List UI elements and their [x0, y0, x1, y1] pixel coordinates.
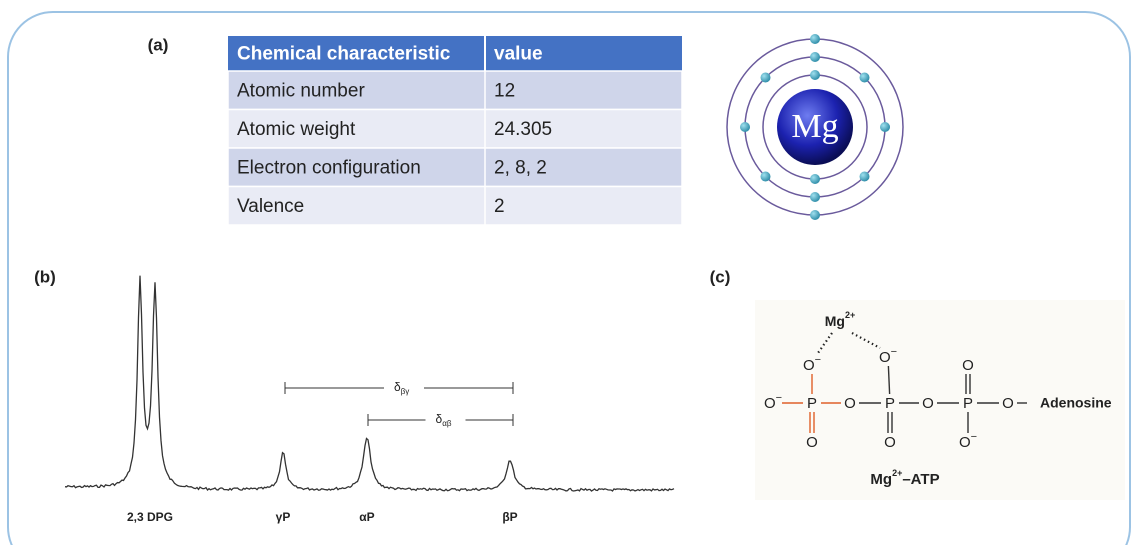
- group-label: Adenosine: [1040, 395, 1112, 411]
- element: P: [885, 395, 895, 412]
- element: O: [803, 357, 815, 374]
- table: Chemical characteristic value Atomic numbe…: [228, 36, 682, 225]
- electron: [810, 210, 820, 220]
- coupling-subscript: βγ: [401, 387, 410, 396]
- element: P: [963, 395, 973, 412]
- table-cell: Electron configuration: [237, 157, 421, 178]
- atom-label: O: [922, 395, 934, 412]
- panel-label: (b): [34, 267, 56, 286]
- table-cell: Atomic number: [237, 80, 365, 101]
- atom-label: O: [844, 395, 856, 412]
- electron: [859, 171, 869, 181]
- element: O: [922, 395, 934, 412]
- electron: [810, 70, 820, 80]
- peak-label: βP: [502, 510, 517, 524]
- ion-symbol: Mg: [825, 313, 845, 329]
- atom-label: O: [1002, 395, 1014, 412]
- electron: [810, 174, 820, 184]
- header-cell: value: [494, 44, 543, 65]
- table-cell: 24.305: [494, 119, 552, 140]
- electron: [761, 73, 771, 83]
- atom-label: P: [885, 395, 895, 412]
- peak-label: γP: [276, 510, 291, 524]
- charge: −: [971, 431, 977, 443]
- table-cell: Valence: [237, 196, 304, 217]
- caption-part: –ATP: [902, 471, 939, 488]
- electron: [761, 171, 771, 181]
- electron: [810, 52, 820, 62]
- electron: [810, 192, 820, 202]
- panel-label: (c): [710, 267, 731, 286]
- atom-label: O: [806, 434, 818, 451]
- charge: −: [776, 392, 782, 404]
- electron: [859, 73, 869, 83]
- charge: −: [815, 354, 821, 366]
- caption-part: Mg: [870, 471, 892, 488]
- element: O: [844, 395, 856, 412]
- table-cell: 12: [494, 80, 515, 101]
- table-cell: Atomic weight: [237, 119, 356, 140]
- element: O: [962, 357, 974, 374]
- atom-label: P: [807, 395, 817, 412]
- electron: [740, 122, 750, 132]
- element: P: [807, 395, 817, 412]
- panel-label: (a): [148, 35, 169, 54]
- element: O: [884, 434, 896, 451]
- ion-charge: 2+: [845, 310, 855, 320]
- peak-label: 2,3 DPG: [127, 510, 173, 524]
- element: O: [879, 349, 891, 366]
- element: O: [764, 395, 776, 412]
- coupling-subscript: αβ: [442, 419, 452, 428]
- element: O: [959, 434, 971, 451]
- element: O: [1002, 395, 1014, 412]
- atom-label: O: [884, 434, 896, 451]
- caption-part: 2+: [892, 468, 902, 478]
- table-cell: 2, 8, 2: [494, 157, 547, 178]
- structure-caption: Mg2+–ATP: [870, 468, 939, 488]
- electron: [880, 122, 890, 132]
- charge: −: [891, 346, 897, 358]
- atom-label: O: [962, 357, 974, 374]
- electron: [810, 34, 820, 44]
- figure: (a) (b) (c) Chemical characteristic value…: [0, 0, 1138, 545]
- peak-label: αP: [359, 510, 374, 524]
- header-cell: Chemical characteristic: [237, 44, 451, 65]
- atom-symbol: Mg: [791, 108, 838, 145]
- table-cell: 2: [494, 196, 505, 217]
- atom-label: P: [963, 395, 973, 412]
- element: O: [806, 434, 818, 451]
